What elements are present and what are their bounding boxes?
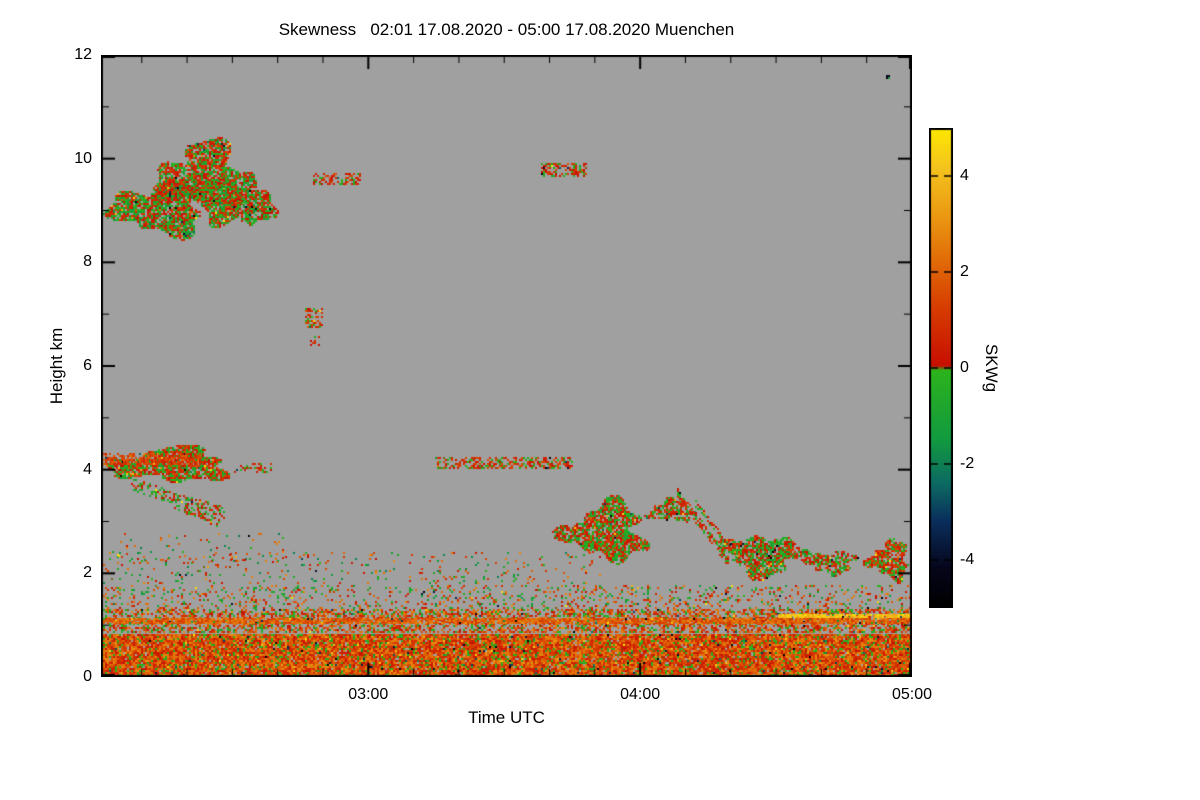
colorbar-gradient-canvas: [929, 128, 953, 608]
colorbar-tick-label: -4: [960, 551, 975, 568]
colorbar-tick-label: -2: [960, 455, 975, 472]
colorbar-tick-label: 0: [960, 359, 969, 376]
y-tick-label: 10: [74, 149, 92, 167]
x-tick-label: 05:00: [891, 686, 933, 703]
y-tick-label: 2: [83, 564, 92, 582]
colorbar-tick-label: 2: [960, 263, 969, 280]
x-axis-label: Time UTC: [468, 708, 545, 727]
y-tick-label: 0: [83, 668, 92, 685]
heatmap-plot-canvas: [101, 55, 912, 677]
colorbar-tick-label: 4: [960, 167, 969, 184]
y-tick-label: 6: [83, 357, 92, 374]
colorbar-label: SKWg: [982, 343, 1001, 393]
y-tick-label: 12: [74, 46, 92, 63]
x-tick-label: 04:00: [620, 686, 661, 703]
x-tick-label: 03:00: [348, 686, 389, 703]
y-tick-label: 8: [83, 253, 92, 271]
y-tick-label: 4: [83, 460, 92, 478]
chart-title: Skewness 02:01 17.08.2020 - 05:00 17.08.…: [278, 20, 735, 39]
